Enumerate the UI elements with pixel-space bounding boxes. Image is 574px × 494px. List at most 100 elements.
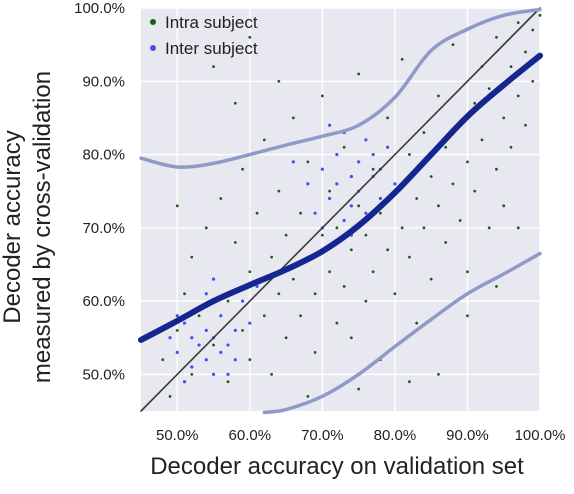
inter-subject-point [175,350,179,354]
inter-subject-point [233,328,237,332]
intra-subject-point [509,145,513,149]
identity-line [140,7,541,412]
intra-subject-point [342,145,346,149]
inter-subject-point [211,372,216,376]
intra-subject-point [531,28,535,32]
intra-subject-point [437,94,440,98]
intra-subject-point [408,380,411,384]
y-tick-label: 80.0% [82,147,125,164]
intra-subject-point [487,226,491,230]
intra-subject-point [495,35,498,39]
intra-subject-point [183,292,186,296]
inter-subject-point [378,196,382,201]
intra-subject-point [233,101,237,105]
intra-subject-point [502,116,506,120]
intra-subject-point [299,211,302,215]
intra-subject-point [531,79,535,83]
trend-line [138,52,543,343]
inter-subject-point [335,182,339,186]
intra-subject-point [502,204,506,208]
intra-subject-point [451,43,455,47]
intra-subject-point [466,314,469,318]
x-tick-label: 60.0% [229,427,272,444]
intra-subject-point [386,116,390,120]
inter-subject-point [306,182,310,186]
intra-subject-point [357,204,361,208]
intra-subject-point [393,292,397,296]
lower-band-line [262,251,542,415]
intra-subject-point [473,189,477,193]
inter-subject-point [349,174,353,179]
x-tick-label: 70.0% [301,427,344,444]
intra-subject-point [349,336,353,340]
intra-subject-point [349,248,353,252]
intra-subject-point [248,358,252,362]
intra-subject-point [451,182,455,186]
intra-subject-point [262,314,266,318]
inter-subject-point [328,196,332,201]
intra-subject-point [270,255,273,259]
intra-subject-point [364,233,368,237]
intra-subject-point [487,87,491,90]
intra-subject-point [313,292,317,296]
inter-subject-point [364,138,368,142]
inter-subject-point [248,321,252,325]
intra-subject-point [255,211,259,215]
inter-subject-point [182,380,187,384]
inter-subject-point [313,211,317,215]
intra-subject-point [226,299,230,303]
intra-subject-point [364,299,368,303]
intra-subject-point [342,285,346,288]
intra-subject-point [371,167,375,171]
inter-subject-point [335,152,339,157]
intra-subject-point [277,189,281,193]
inter-subject-point [320,167,324,171]
intra-subject-point [422,131,426,134]
inter-subject-point [190,365,194,369]
inter-subject-point [255,284,259,289]
inter-subject-point [168,336,172,340]
intra-subject-point [444,241,448,244]
y-tick-label: 70.0% [82,220,125,237]
inter-subject-point [182,321,187,325]
intra-subject-point [299,314,302,318]
intra-subject-point [516,21,520,25]
intra-subject-point [415,197,419,200]
inter-subject-point [240,299,245,303]
intra-subject-point [371,270,375,274]
y-tick-label: 100.0% [74,0,125,17]
inter-subject-point [342,218,346,223]
intra-subject-point [466,270,469,274]
intra-subject-point [306,394,310,398]
y-axis-label-line-2: measured by cross-validation [29,71,56,383]
inter-subject-point [211,277,216,281]
intra-subject-point [284,336,288,340]
inter-subject-point [190,336,194,340]
intra-subject-point [204,226,208,230]
intra-subject-point [291,116,295,120]
intra-subject-point [313,350,317,354]
intra-subject-point [386,248,390,252]
fit-lines [138,7,543,415]
legend-marker-inter [150,45,156,51]
intra-subject-point [408,153,411,156]
intra-subject-point [197,314,201,318]
intra-subject-point [357,72,361,76]
intra-subject-point [219,197,223,200]
intra-subject-point [161,358,165,362]
intra-subject-point [291,277,295,281]
intra-subject-point [473,101,477,105]
intra-subject-point [248,270,252,274]
inter-subject-point [175,314,179,318]
intra-subject-point [175,329,179,332]
intra-subject-point [357,387,361,391]
x-axis-label: Decoder accuracy on validation set [150,453,524,480]
intra-subject-point [233,241,237,244]
y-tick-label: 50.0% [82,366,125,383]
inter-subject-point [393,182,397,186]
inter-subject-point [291,160,295,164]
inter-subject-point [233,358,237,362]
inter-subject-point [357,160,361,164]
legend: Intra subject Inter subject [150,13,258,58]
